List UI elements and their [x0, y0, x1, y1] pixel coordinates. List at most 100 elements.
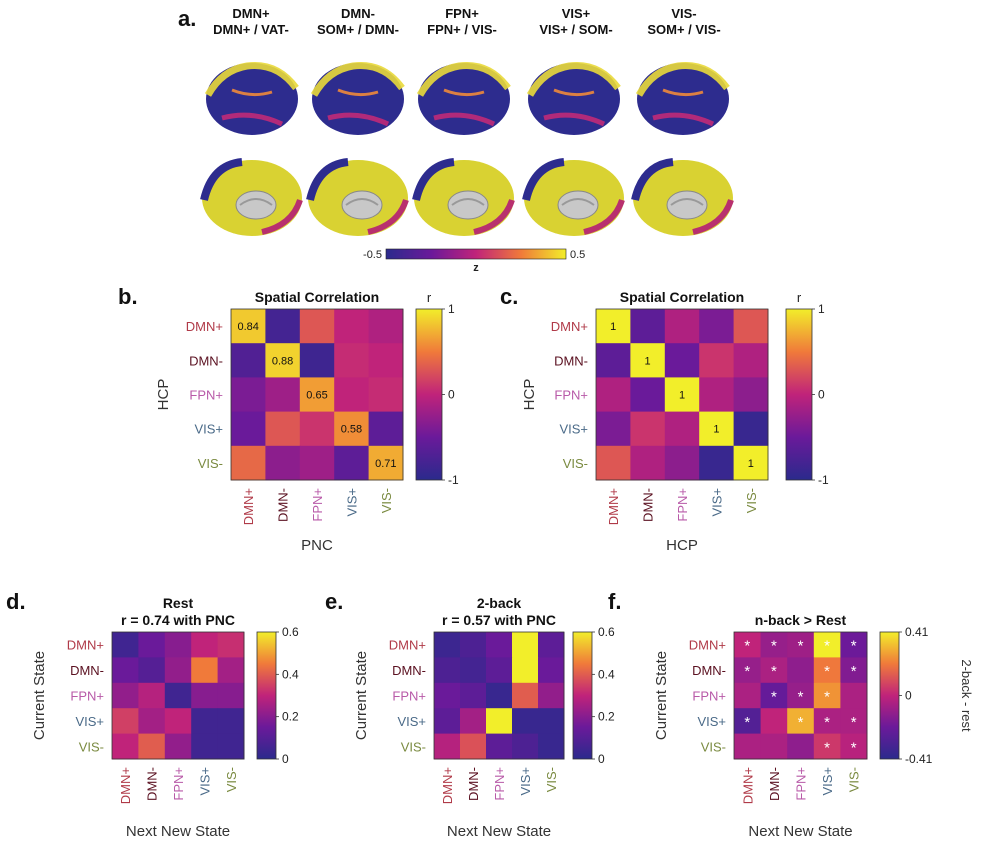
heatmap-cell	[138, 632, 166, 658]
heatmap-cell	[191, 733, 219, 760]
significance-marker: *	[771, 663, 777, 680]
heatmap-cell	[664, 343, 700, 378]
significance-marker: *	[744, 714, 750, 731]
y-axis-label: Current State	[31, 651, 48, 740]
heatmap-cell	[368, 343, 404, 378]
panel-letter: d.	[6, 589, 26, 614]
data-label: 1	[713, 424, 719, 436]
heatmap-cell	[512, 632, 539, 658]
data-label: 0.88	[272, 355, 293, 367]
row-label: VIS+	[559, 422, 588, 437]
panel-letter: f.	[608, 589, 621, 614]
column-label: DMN-	[466, 767, 481, 801]
heatmap-cell	[460, 682, 487, 709]
heatmap-cell	[733, 377, 769, 413]
heatmap-cell	[734, 657, 762, 684]
panel-a: a. DMN+DMN+ / VAT- DMN-SOM+ / DMN- FPN+FPN…	[178, 6, 734, 274]
heatmap-cell	[460, 708, 487, 735]
heatmap-cell	[191, 708, 219, 735]
heatmap-frame	[111, 631, 245, 760]
column-label: DMN-	[641, 488, 656, 522]
heatmap-cell	[164, 657, 192, 684]
panel-letter: b.	[118, 284, 138, 309]
heatmap-cell	[538, 733, 565, 760]
panel-a-letter: a.	[178, 6, 196, 31]
colorbar-tick-label: 0.6	[282, 625, 299, 639]
heatmap-cell	[512, 657, 539, 684]
data-label: 1	[610, 321, 616, 333]
heatmap-cell	[760, 632, 788, 658]
heatmap-cell	[164, 682, 192, 709]
heatmap-cell	[434, 632, 461, 658]
heatmap-cell	[630, 343, 666, 378]
colorbar-label: r	[427, 290, 432, 305]
heatmap-cell	[733, 343, 769, 378]
chart-subtitle: r = 0.57 with PNC	[442, 612, 556, 628]
row-label: DMN-	[554, 353, 588, 368]
row-label: DMN-	[692, 663, 726, 678]
colorbar-tick-label: 0.41	[905, 625, 929, 639]
panel-a-header-line2: SOM+ / DMN-	[317, 22, 399, 37]
heatmap-cell	[231, 343, 266, 378]
significance-marker: *	[771, 638, 777, 655]
data-label: 1	[679, 390, 685, 402]
colorbar-tick-label: 0.2	[282, 710, 299, 724]
significance-marker: *	[851, 638, 857, 655]
heatmap-cell	[699, 309, 735, 344]
column-label: VIS+	[344, 488, 359, 517]
heatmap-cell	[486, 682, 513, 709]
heatmap-cell	[368, 411, 404, 447]
row-label: VIS+	[194, 422, 223, 437]
data-label: 0.58	[341, 424, 362, 436]
column-label: DMN-	[276, 488, 291, 522]
colorbar-tick-label: 0.2	[598, 710, 615, 724]
y-axis-label: Current State	[353, 651, 370, 740]
heatmap-cell	[596, 411, 631, 447]
colorbar-label: r	[797, 290, 802, 305]
heatmap-cell	[486, 632, 513, 658]
heatmap-cell	[538, 708, 565, 735]
panel-a-header-line1: FPN+	[445, 6, 479, 21]
heatmap-cell	[191, 632, 219, 658]
colorbar-tick-label: 0.6	[598, 625, 615, 639]
heatmap-cell	[138, 733, 166, 760]
heatmap-cell	[217, 682, 245, 709]
heatmap-cell	[787, 657, 815, 684]
heatmap-cell	[460, 733, 487, 760]
column-label: VIS+	[518, 767, 533, 796]
heatmap-frame	[733, 631, 868, 760]
significance-marker: *	[744, 638, 750, 655]
column-label: DMN-	[767, 767, 782, 801]
heatmap-cell	[787, 733, 815, 760]
chart-title: Spatial Correlation	[255, 289, 379, 305]
heatmap-cell	[664, 411, 700, 447]
heatmap-cell	[734, 708, 762, 735]
heatmap-cell	[265, 377, 301, 413]
chart-subtitle: r = 0.74 with PNC	[121, 612, 235, 628]
medial-brain-surface	[306, 158, 409, 236]
heatmap-cell	[630, 411, 666, 447]
heatmap-cell	[265, 309, 301, 344]
heatmap-cell	[664, 377, 700, 413]
heatmap-cell	[164, 733, 192, 760]
heatmap-frame	[595, 308, 769, 481]
heatmap-cell	[596, 343, 631, 378]
colorbar-tick-label: -1	[818, 473, 829, 487]
column-label: FPN+	[171, 767, 186, 801]
data-label: 1	[645, 355, 651, 367]
heatmap-cell	[596, 445, 631, 481]
heatmap-cell	[840, 632, 868, 658]
heatmap-cell	[664, 309, 700, 344]
heatmap-cell	[699, 411, 735, 447]
heatmap-cell	[840, 733, 868, 760]
data-label: 0.65	[306, 390, 327, 402]
colorbar-tick-label: 0.4	[598, 667, 615, 681]
row-label: FPN+	[392, 689, 426, 704]
colorbar-z-label: z	[473, 262, 479, 274]
panel-a-header-line2: DMN+ / VAT-	[213, 22, 289, 37]
x-axis-label: PNC	[301, 537, 333, 554]
panel-b-heatmap: b. Spatial Correlation 0.84 0.88 0.65 0.58 0.7…	[118, 284, 459, 554]
row-label: FPN+	[692, 689, 726, 704]
row-label: DMN-	[189, 353, 223, 368]
